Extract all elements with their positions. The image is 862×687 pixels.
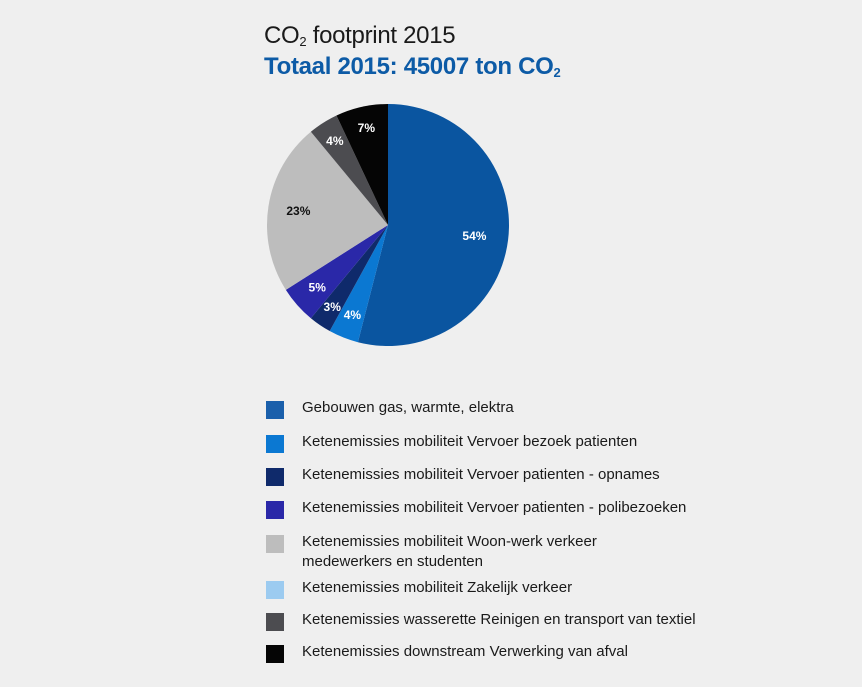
pie-slice-label: 4%: [326, 134, 344, 148]
legend-label: Ketenemissies mobiliteit Vervoer patient…: [302, 465, 722, 485]
legend-label-line: medewerkers en studenten: [302, 553, 483, 570]
chart-title: CO2 footprint 2015: [264, 22, 456, 50]
pie-slice-label: 5%: [309, 280, 327, 294]
pie-slice-label: 4%: [344, 308, 362, 322]
chart-title-suffix: footprint 2015: [306, 22, 456, 49]
pie-slice-label: 7%: [358, 121, 376, 135]
legend-label-line: Ketenemissies mobiliteit Woon-werk verke…: [302, 533, 597, 550]
chart-title-prefix: CO: [264, 22, 300, 49]
legend-swatch: [266, 435, 284, 453]
legend-label: Gebouwen gas, warmte, elektra: [302, 398, 722, 418]
pie-slice: [336, 104, 388, 225]
legend-swatch: [266, 581, 284, 599]
pie-slice-label: 23%: [286, 204, 310, 218]
chart-subtitle: Totaal 2015: 45007 ton CO2: [264, 53, 561, 81]
legend-swatch: [266, 401, 284, 419]
pie-slice: [310, 115, 388, 225]
legend-swatch: [266, 468, 284, 486]
chart-title-subscript: 2: [299, 34, 307, 49]
legend-label-line: Gebouwen gas, warmte, elektra: [302, 399, 514, 416]
pie-slice: [267, 131, 388, 290]
pie-slice: [310, 225, 388, 332]
pie-slice: [329, 225, 388, 343]
chart-subtitle-subscript: 2: [553, 65, 561, 80]
pie-chart: 54%4%3%5%23%4%7%: [267, 103, 510, 347]
pie-slice: [285, 225, 388, 319]
pie-slice-label: 54%: [462, 229, 486, 243]
legend-label: Ketenemissies mobiliteit Woon-werk verke…: [302, 532, 722, 572]
pie-labels: 54%4%3%5%23%4%7%: [286, 121, 486, 322]
legend-label-line: Ketenemissies mobiliteit Vervoer patient…: [302, 499, 687, 516]
legend-swatch: [266, 645, 284, 663]
legend-label: Ketenemissies mobiliteit Vervoer bezoek …: [302, 432, 722, 452]
pie-slices: [267, 103, 510, 347]
legend-swatch: [266, 535, 284, 553]
legend-label-line: Ketenemissies mobiliteit Vervoer bezoek …: [302, 433, 638, 450]
legend-label-line: Ketenemissies downstream Verwerking van …: [302, 643, 628, 660]
chart-subtitle-text: Totaal 2015: 45007 ton CO: [264, 53, 554, 80]
legend-label: Ketenemissies wasserette Reinigen en tra…: [302, 610, 722, 630]
legend-label-line: Ketenemissies wasserette Reinigen en tra…: [302, 611, 696, 628]
pie-slice-label: 3%: [324, 300, 342, 314]
legend-label-line: Ketenemissies mobiliteit Zakelijk verkee…: [302, 579, 573, 596]
legend-swatch: [266, 613, 284, 631]
legend-label: Ketenemissies downstream Verwerking van …: [302, 642, 722, 662]
pie-slice: [357, 103, 510, 347]
legend-swatch: [266, 501, 284, 519]
legend-label: Ketenemissies mobiliteit Zakelijk verkee…: [302, 578, 722, 598]
legend-label: Ketenemissies mobiliteit Vervoer patient…: [302, 498, 722, 518]
legend-label-line: Ketenemissies mobiliteit Vervoer patient…: [302, 466, 660, 483]
